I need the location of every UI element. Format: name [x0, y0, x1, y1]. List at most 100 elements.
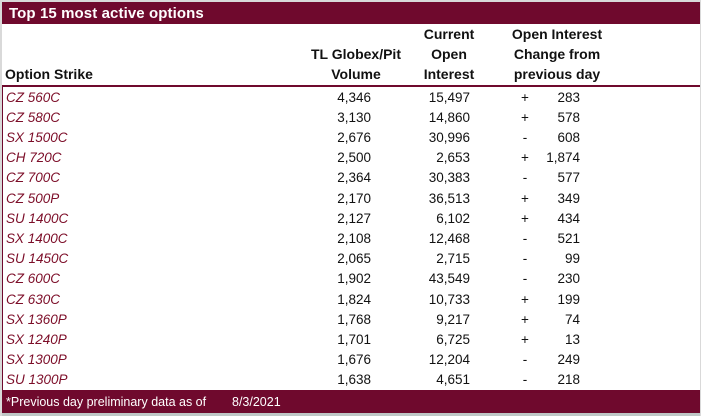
header-volume: TL Globex/Pit Volume: [296, 44, 416, 84]
volume-cell: 1,768: [337, 311, 371, 327]
volume-cell: 1,701: [337, 332, 371, 348]
change-sign: +: [521, 150, 529, 166]
header-divider: [2, 85, 700, 87]
bottom-edge: [2, 413, 700, 416]
volume-cell: 3,130: [337, 109, 371, 125]
change-value: 1,874: [546, 150, 580, 166]
table-row: CH 720C 2,500 2,653 + 1,874: [3, 148, 700, 168]
header-volume-line2: Volume: [331, 66, 381, 82]
header-option-strike-label: Option Strike: [5, 66, 93, 82]
header-change-line3: previous day: [513, 66, 601, 82]
change-value: 99: [564, 251, 580, 267]
column-headers: Option Strike TL Globex/Pit Volume Curre…: [2, 24, 700, 85]
open-interest-cell: 43,549: [428, 271, 470, 287]
table-row: SU 1450C 2,065 2,715 - 99: [3, 249, 700, 269]
title-bar: Top 15 most active options: [2, 2, 700, 24]
change-value: 608: [557, 130, 580, 145]
footer-date: 8/3/2021: [232, 394, 281, 409]
change-cell: - 608: [470, 130, 580, 145]
change-value: 74: [564, 311, 580, 327]
change-cell: - 521: [470, 231, 580, 246]
change-sign: +: [521, 210, 529, 226]
table-row: SX 1360P 1,768 9,217 + 74: [3, 309, 700, 329]
open-interest-cell: 10,733: [428, 291, 470, 307]
change-cell: - 249: [470, 352, 580, 367]
change-sign: -: [522, 271, 528, 287]
volume-cell: 2,170: [337, 190, 371, 206]
open-interest-cell: 30,996: [428, 130, 470, 145]
change-cell: + 434: [470, 211, 580, 226]
change-sign: -: [522, 231, 528, 247]
change-cell: + 74: [470, 312, 580, 327]
table-row: CZ 500P 2,170 36,513 + 349: [3, 188, 700, 208]
header-change-line1: Open Interest: [511, 26, 603, 42]
strike-cell: SU 1300P: [6, 372, 68, 388]
open-interest-cell: 2,653: [436, 150, 470, 166]
change-sign: -: [522, 170, 528, 186]
volume-cell: 2,364: [337, 170, 371, 186]
header-open-interest-line1: Current: [423, 26, 475, 42]
change-value: 349: [557, 190, 580, 206]
volume-cell: 4,346: [337, 89, 371, 105]
change-cell: - 230: [470, 271, 580, 286]
strike-cell: CH 720C: [6, 150, 62, 166]
change-cell: - 577: [470, 170, 580, 185]
change-value: 577: [557, 170, 580, 186]
change-value: 230: [557, 271, 580, 287]
change-cell: + 1,874: [470, 150, 580, 165]
open-interest-cell: 14,860: [428, 109, 470, 125]
change-sign: -: [522, 130, 528, 145]
change-value: 578: [557, 109, 580, 125]
table-row: SX 1300P 1,676 12,204 - 249: [3, 350, 700, 370]
strike-cell: CZ 580C: [6, 109, 61, 125]
change-sign: +: [521, 109, 529, 125]
change-cell: - 218: [470, 372, 580, 387]
volume-cell: 2,500: [337, 150, 371, 166]
change-sign: -: [522, 352, 528, 368]
footer-note: *Previous day preliminary data as of: [6, 394, 207, 409]
open-interest-cell: 9,217: [436, 311, 470, 327]
volume-cell: 2,108: [337, 231, 371, 247]
change-sign: +: [521, 311, 529, 327]
strike-cell: CZ 600C: [6, 271, 61, 287]
open-interest-cell: 4,651: [436, 372, 470, 388]
strike-cell: CZ 500P: [6, 190, 60, 206]
volume-cell: 1,902: [337, 271, 371, 287]
open-interest-cell: 12,204: [428, 352, 470, 368]
header-volume-line1: TL Globex/Pit: [311, 46, 401, 62]
change-value: 434: [557, 210, 580, 226]
open-interest-cell: 36,513: [428, 190, 470, 206]
volume-cell: 1,824: [337, 291, 371, 307]
table-row: CZ 630C 1,824 10,733 + 199: [3, 289, 700, 309]
open-interest-cell: 15,497: [428, 89, 470, 105]
strike-cell: CZ 630C: [6, 291, 61, 307]
change-cell: + 199: [470, 292, 580, 307]
header-open-interest-line3: Interest: [423, 66, 475, 82]
open-interest-cell: 2,715: [436, 251, 470, 267]
change-value: 283: [557, 89, 580, 105]
change-sign: -: [522, 251, 528, 267]
change-sign: +: [521, 291, 529, 307]
table-row: SX 1500C 2,676 30,996 - 608: [3, 127, 700, 147]
table-row: CZ 700C 2,364 30,383 - 577: [3, 168, 700, 188]
table-row: SX 1240P 1,701 6,725 + 13: [3, 329, 700, 349]
volume-cell: 2,127: [337, 210, 371, 226]
table-row: CZ 580C 3,130 14,860 + 578: [3, 107, 700, 127]
change-cell: + 13: [470, 332, 580, 347]
volume-cell: 2,676: [337, 130, 371, 145]
header-change-line2: Change from: [513, 46, 601, 62]
change-cell: + 578: [470, 110, 580, 125]
header-option-strike: Option Strike: [5, 64, 93, 84]
change-sign: +: [521, 190, 529, 206]
strike-cell: SU 1450C: [6, 251, 69, 267]
report-title: Top 15 most active options: [9, 4, 204, 22]
volume-cell: 1,638: [337, 372, 371, 388]
table-row: SU 1400C 2,127 6,102 + 434: [3, 208, 700, 228]
change-cell: - 99: [470, 251, 580, 266]
open-interest-cell: 6,102: [436, 210, 470, 226]
volume-cell: 1,676: [337, 352, 371, 368]
strike-cell: SX 1400C: [6, 231, 68, 247]
change-sign: +: [521, 332, 529, 348]
change-sign: +: [521, 89, 529, 105]
